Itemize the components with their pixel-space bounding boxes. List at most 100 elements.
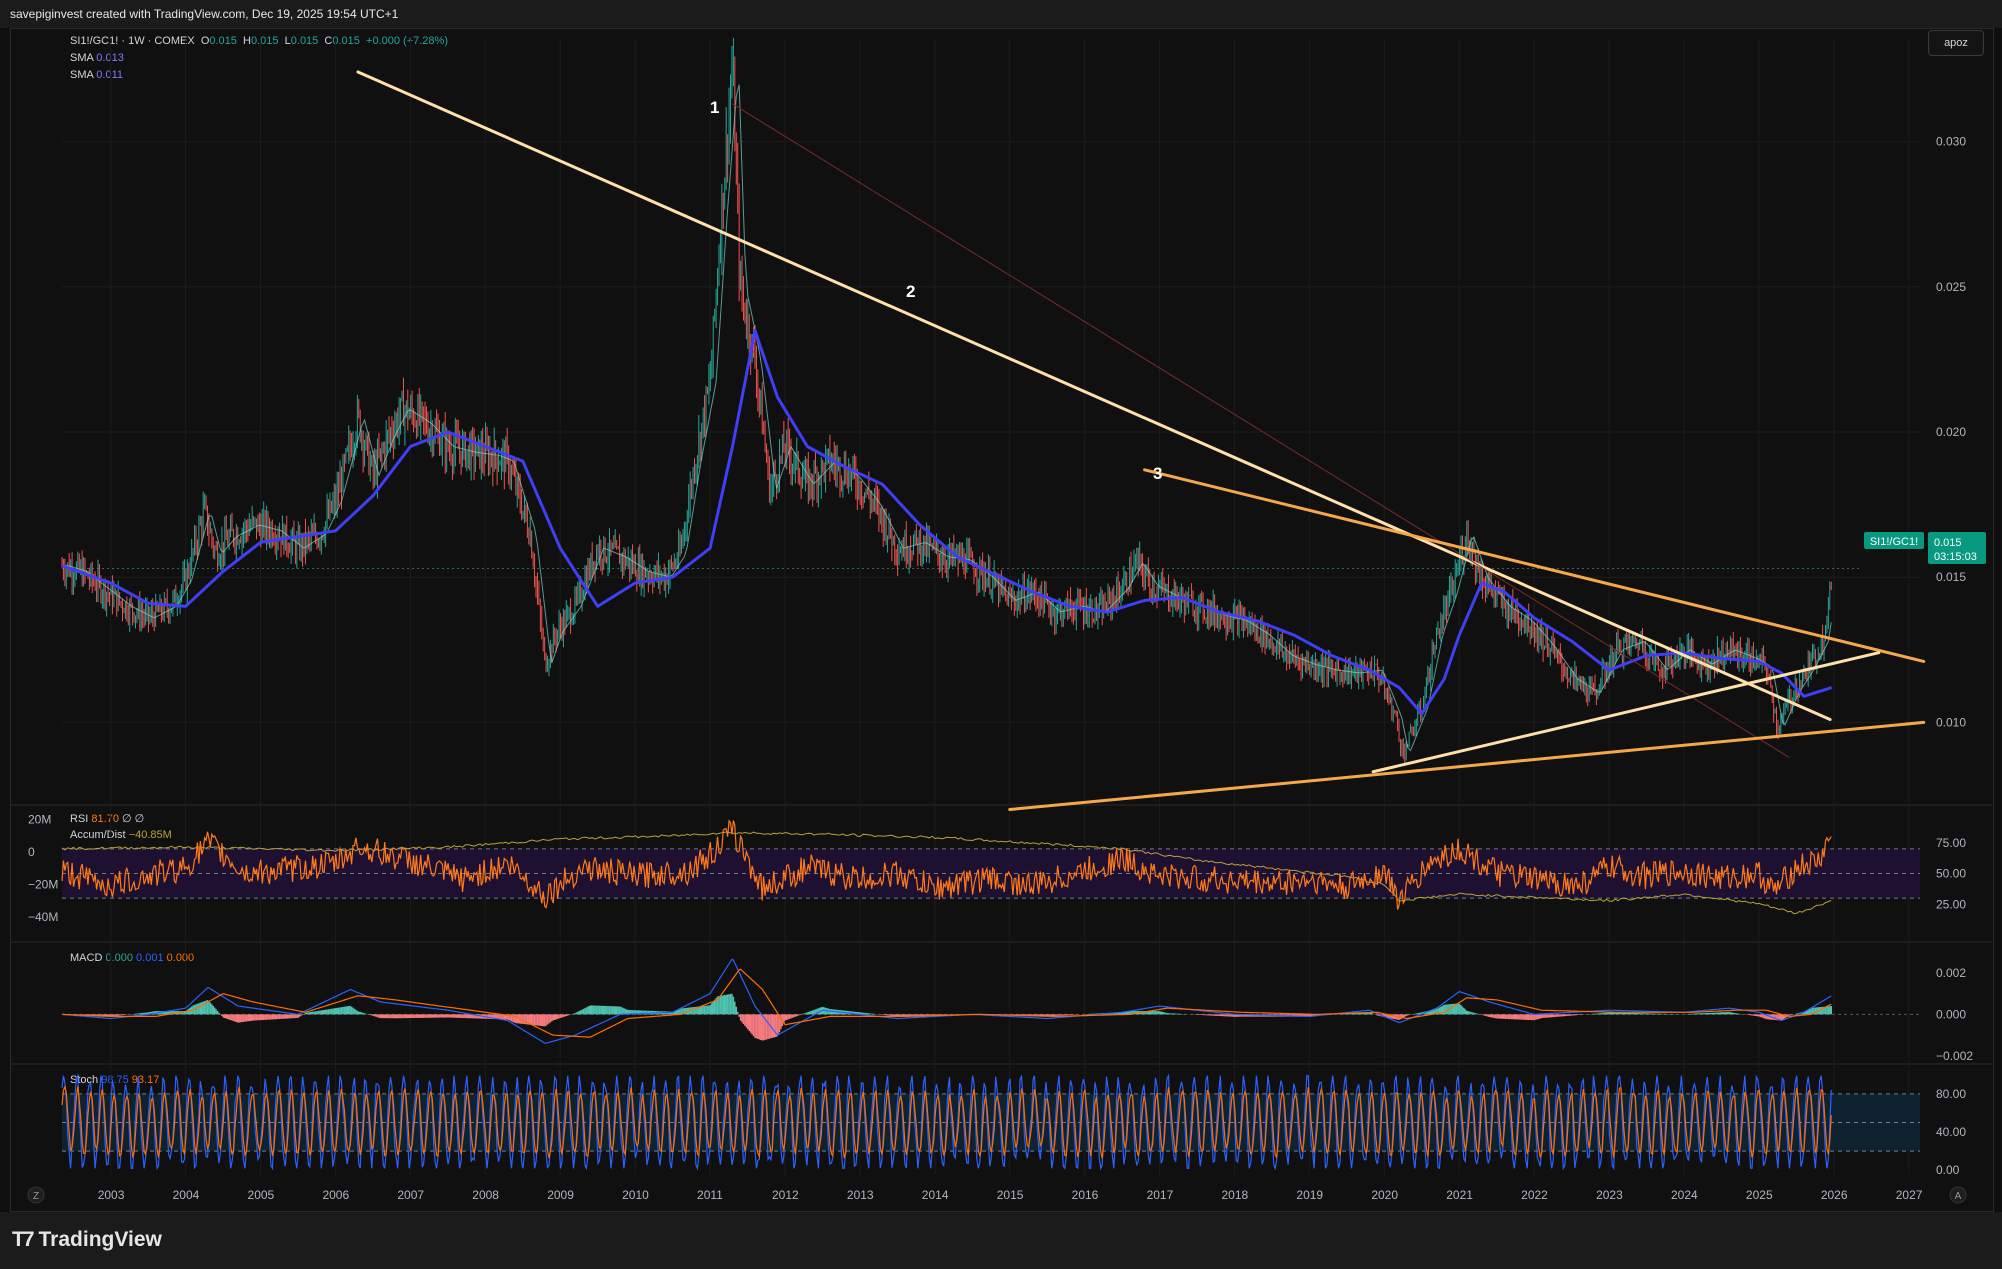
trendline[interactable] <box>732 103 1790 758</box>
accum-tick-label: −40M <box>28 910 58 924</box>
x-tick-label: 2026 <box>1821 1188 1848 1202</box>
x-tick-label: 2011 <box>697 1188 723 1202</box>
x-tick-label: 2013 <box>847 1188 874 1202</box>
x-tick-label: 2009 <box>547 1188 574 1202</box>
x-tick-label: 2008 <box>472 1188 499 1202</box>
rsi-pane[interactable] <box>61 819 1920 915</box>
legend-low-label: L <box>284 35 291 47</box>
x-tick-label: 2020 <box>1371 1188 1398 1202</box>
main-legend: SI1!/GC1! · 1W · COMEX O0.015 H0.015 L0.… <box>70 35 448 47</box>
price-tag: SI1!/GC1! 0.015 03:15:03 <box>1864 532 1986 564</box>
x-tick-label: 2016 <box>1072 1188 1099 1202</box>
macd-tick-label: 0.000 <box>1936 1007 1966 1021</box>
sma2-value: 0.011 <box>96 69 124 81</box>
y-tick-label: 0.010 <box>1936 715 1966 729</box>
rsi-legend[interactable]: RSI 81.70 ∅ ∅ <box>70 812 144 825</box>
macd-signal-line <box>62 968 1832 1038</box>
trendline[interactable] <box>1008 720 1926 812</box>
trendline[interactable] <box>1371 651 1881 774</box>
price-tag-value: 0.015 <box>1934 537 1962 549</box>
brand-name: TradingView <box>38 1228 162 1251</box>
y-tick-label: 0.030 <box>1936 135 1966 149</box>
annotations: 1 2 3 <box>710 98 1162 483</box>
rsi-value: 81.70 <box>91 813 119 825</box>
x-tick-label: 2007 <box>397 1188 424 1202</box>
accum-tick-label: 20M <box>28 813 51 827</box>
tradingview-logo-icon: T7 <box>12 1228 34 1251</box>
sma2-label: SMA <box>70 69 94 81</box>
stoch-tick-label: 40.00 <box>1936 1125 1966 1139</box>
x-tick-label: 2010 <box>622 1188 649 1202</box>
x-tick-label: 2006 <box>322 1188 349 1202</box>
macd-line <box>61 958 1832 1044</box>
legend-symbol[interactable]: SI1!/GC1! · 1W · COMEX <box>70 35 195 47</box>
sma-slow-line <box>61 328 1833 716</box>
legend-change: +0.000 (+7.28%) <box>366 35 448 47</box>
sma1-legend[interactable]: SMA 0.013 <box>70 52 124 64</box>
x-tick-label: 2005 <box>248 1188 275 1202</box>
rsi-line <box>61 819 1832 910</box>
stoch-k-value: 98.75 <box>101 1074 129 1086</box>
rsi-tick-label: 25.00 <box>1936 897 1966 911</box>
accum-value: −40.85M <box>128 829 172 841</box>
x-tick-label: 2014 <box>922 1188 949 1202</box>
rsi-label: RSI <box>70 813 89 825</box>
x-tick-label: 2022 <box>1521 1188 1548 1202</box>
auto-scale-left-button[interactable]: Z <box>33 1191 39 1202</box>
accum-legend[interactable]: Accum/Dist −40.85M <box>70 829 172 841</box>
macd-tick-label: 0.002 <box>1936 966 1966 980</box>
stoch-d-line <box>61 1084 1832 1159</box>
sma2-legend[interactable]: SMA 0.011 <box>70 69 123 81</box>
accum-tick-label: 0 <box>28 845 35 859</box>
trendline[interactable] <box>1143 468 1926 663</box>
annotation-3: 3 <box>1153 464 1162 483</box>
price-tag-countdown: 03:15:03 <box>1934 551 1977 563</box>
x-tick-label: 2023 <box>1596 1188 1623 1202</box>
x-tick-label: 2003 <box>98 1188 125 1202</box>
stoch-tick-label: 0.00 <box>1936 1163 1960 1177</box>
sma1-label: SMA <box>70 52 94 64</box>
scale-buttons[interactable]: Z A <box>27 1186 1967 1204</box>
rsi-extra: ∅ ∅ <box>122 813 145 825</box>
macd-pane[interactable] <box>61 958 1920 1044</box>
sma1-value: 0.013 <box>96 52 124 64</box>
candles <box>61 37 1832 765</box>
x-tick-label: 2019 <box>1296 1188 1323 1202</box>
x-tick-label: 2015 <box>997 1188 1024 1202</box>
x-tick-label: 2025 <box>1746 1188 1773 1202</box>
annotation-2: 2 <box>906 282 915 301</box>
accum-tick-label: −20M <box>28 877 58 891</box>
x-tick-label: 2027 <box>1896 1188 1923 1202</box>
y-tick-label: 0.015 <box>1936 570 1966 584</box>
legend-high: 0.015 <box>250 35 279 47</box>
user-button[interactable]: apoz <box>1928 30 1984 56</box>
brand-bar <box>0 1212 2002 1269</box>
macd-tick-label: −0.002 <box>1936 1049 1973 1063</box>
trendline[interactable] <box>356 70 1832 721</box>
x-tick-label: 2017 <box>1147 1188 1174 1202</box>
main-pane[interactable] <box>61 37 1926 812</box>
accum-dist-line <box>61 831 1832 915</box>
attribution-bar: savepiginvest created with TradingView.c… <box>0 0 2002 28</box>
macd-legend[interactable]: MACD 0.000 0.001 0.000 <box>70 952 194 964</box>
legend-high-label: H <box>243 35 251 47</box>
grid <box>10 40 1992 1175</box>
auto-scale-right-button[interactable]: A <box>1955 1191 1962 1202</box>
price-tag-symbol: SI1!/GC1! <box>1870 536 1918 548</box>
y-tick-label: 0.020 <box>1936 425 1966 439</box>
stoch-pane[interactable] <box>61 1073 1920 1171</box>
x-tick-label: 2021 <box>1446 1188 1473 1202</box>
tradingview-logo[interactable]: T7 TradingView <box>12 1228 162 1252</box>
y-tick-label: 0.025 <box>1936 280 1966 294</box>
x-tick-label: 2018 <box>1221 1188 1248 1202</box>
stoch-k-line <box>61 1073 1832 1171</box>
legend-close-label: C <box>324 35 333 47</box>
rsi-tick-label: 50.00 <box>1936 867 1966 881</box>
legend-low: 0.015 <box>290 35 319 47</box>
x-tick-label: 2004 <box>173 1188 200 1202</box>
rsi-tick-label: 75.00 <box>1936 836 1966 850</box>
attribution-text: savepiginvest created with TradingView.c… <box>10 7 399 21</box>
macd-label: MACD <box>70 952 103 964</box>
legend-open: 0.015 <box>209 35 237 47</box>
